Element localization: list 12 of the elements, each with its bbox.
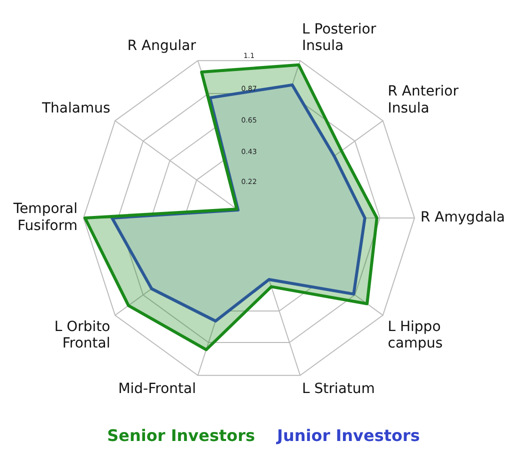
spoke-label: R Anterior Insula (388, 84, 459, 116)
spoke-label: L Striatum (302, 381, 375, 398)
text: Senior Investors (107, 426, 256, 446)
spoke-label: L Posterior Insula (302, 21, 376, 54)
spoke-label: L Orbito Frontal (54, 318, 110, 352)
spoke-label: Mid-Frontal (118, 381, 196, 398)
text: Junior Investors (276, 426, 420, 446)
spoke-label: Thalamus (40, 100, 110, 116)
spoke-label: Temporal Fusiform (12, 201, 78, 234)
spoke-label: R Angular (127, 38, 196, 54)
spoke-label: L Hippo campus (388, 318, 443, 352)
spoke-label: R Amygdala (420, 210, 505, 226)
